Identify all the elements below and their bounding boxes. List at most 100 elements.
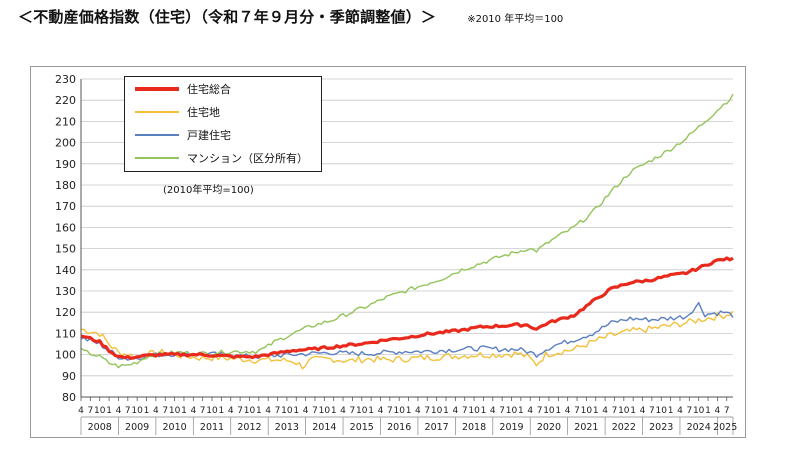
x-month-label: 1 (219, 406, 225, 416)
x-month-label: 1 (481, 406, 487, 416)
legend-label-detached: 戸建住宅 (187, 129, 231, 142)
x-month-label: 4 (378, 406, 384, 416)
y-tick-label: 140 (55, 264, 76, 277)
legend-label-total: 住宅総合 (187, 83, 231, 96)
y-tick-label: 200 (55, 137, 76, 150)
x-month-label: 7 (200, 406, 206, 416)
x-month-label: 7 (275, 406, 281, 416)
x-month-label: 1 (106, 406, 112, 416)
page-title: ＜不動産価格指数（住宅）（令和７年９月分・季節調整値）＞ (18, 8, 437, 26)
x-month-label: 10 (356, 406, 368, 416)
series-layer (80, 93, 734, 370)
x-month-label: 4 (415, 406, 421, 416)
x-month-label: 7 (649, 406, 655, 416)
x-month-label: 7 (686, 406, 692, 416)
x-month-label: 10 (656, 406, 668, 416)
x-month-label: 4 (190, 406, 196, 416)
x-year-label: 2023 (649, 422, 673, 433)
x-month-label: 10 (169, 406, 181, 416)
x-month-label: 1 (518, 406, 524, 416)
x-month-label: 1 (331, 406, 337, 416)
x-month-label: 7 (350, 406, 356, 416)
legend-swatch-detached (135, 134, 179, 136)
x-month-label: 1 (181, 406, 187, 416)
x-month-label: 7 (724, 406, 730, 416)
x-month-label: 7 (162, 406, 168, 416)
x-year-label: 2014 (312, 422, 336, 433)
x-month-label: 10 (244, 406, 256, 416)
x-month-label: 10 (281, 406, 293, 416)
x-month-label: 4 (340, 406, 346, 416)
x-year-label: 2022 (612, 422, 636, 433)
x-month-label: 7 (499, 406, 505, 416)
x-month-label: 1 (256, 406, 262, 416)
y-tick-label: 150 (55, 243, 76, 256)
x-month-label: 10 (468, 406, 480, 416)
chart-frame: 80 90 100 110 120 130 140 150 160 170 180 190 200 210… (30, 66, 746, 438)
x-year-label: 2024 (687, 422, 711, 433)
x-month-label: 4 (715, 406, 721, 416)
x-month-label: 4 (640, 406, 646, 416)
series-line-land (80, 310, 734, 370)
y-tick-label: 80 (62, 391, 76, 404)
legend-item-total: 住宅総合 (125, 80, 231, 98)
legend-swatch-total (135, 87, 179, 91)
x-month-label: 4 (527, 406, 533, 416)
y-tick-label: 130 (55, 285, 76, 298)
legend-item-land: 住宅地 (125, 103, 220, 121)
x-month-label: 1 (705, 406, 711, 416)
base-year-note: ※2010 年平均＝100 (467, 14, 564, 25)
x-month-label: 10 (206, 406, 218, 416)
x-month-label: 1 (630, 406, 636, 416)
x-month-label: 10 (319, 406, 331, 416)
x-year-label: 2025 (713, 422, 737, 433)
x-month-label: 10 (693, 406, 705, 416)
x-month-label: 4 (565, 406, 571, 416)
x-year-label: 2018 (462, 422, 486, 433)
x-month-label: 10 (543, 406, 555, 416)
x-month-label: 7 (387, 406, 393, 416)
legend-swatch-land (135, 111, 179, 113)
y-tick-label: 210 (55, 115, 76, 128)
x-month-label: 7 (462, 406, 468, 416)
x-month-label: 4 (677, 406, 683, 416)
line-chart: 8090100110120130140150160170180190200210… (55, 73, 737, 435)
y-tick-label: 110 (55, 327, 76, 340)
x-month-label: 10 (618, 406, 630, 416)
x-year-label: 2011 (200, 422, 224, 433)
x-year-label: 2015 (350, 422, 374, 433)
legend-label-land: 住宅地 (187, 106, 220, 119)
x-year-label: 2013 (275, 422, 299, 433)
x-month-label: 4 (265, 406, 271, 416)
x-month-label: 4 (602, 406, 608, 416)
x-month-label: 1 (593, 406, 599, 416)
x-month-label: 7 (537, 406, 543, 416)
x-month-label: 7 (574, 406, 580, 416)
x-month-label: 4 (303, 406, 309, 416)
x-month-label: 1 (443, 406, 449, 416)
legend-label-condo: マンション（区分所有） (187, 152, 308, 165)
x-month-label: 10 (506, 406, 518, 416)
y-tick-label: 220 (55, 94, 76, 107)
title-bar: ＜不動産価格指数（住宅）（令和７年９月分・季節調整値）＞ ※2010 年平均＝1… (18, 6, 563, 27)
x-year-label: 2010 (162, 422, 186, 433)
x-month-label: 10 (581, 406, 593, 416)
x-month-label: 4 (452, 406, 458, 416)
x-month-label: 1 (293, 406, 299, 416)
y-tick-label: 90 (62, 370, 76, 383)
x-month-label: 4 (228, 406, 234, 416)
x-month-label: 7 (424, 406, 430, 416)
y-tick-label: 190 (55, 158, 76, 171)
x-year-label: 2008 (88, 422, 112, 433)
y-tick-label: 100 (55, 349, 76, 362)
x-month-label: 7 (125, 406, 131, 416)
axis-layer: 8090100110120130140150160170180190200210… (55, 73, 737, 435)
x-year-label: 2009 (125, 422, 149, 433)
legend-swatch-condo (135, 157, 179, 159)
chart-base-note: (2010年平均=100) (163, 185, 254, 196)
y-tick-label: 120 (55, 306, 76, 319)
y-tick-label: 170 (55, 200, 76, 213)
x-month-label: 1 (668, 406, 674, 416)
x-year-label: 2016 (387, 422, 411, 433)
x-month-label: 1 (406, 406, 412, 416)
